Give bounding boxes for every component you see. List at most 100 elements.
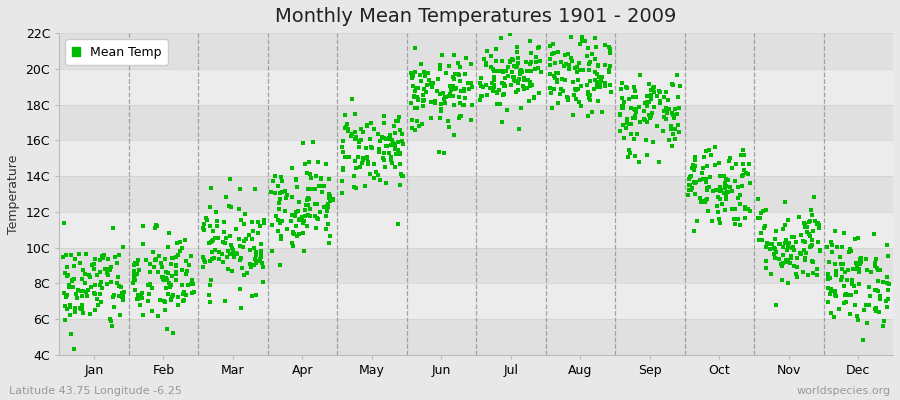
Point — [322, 193, 337, 199]
Point — [490, 101, 504, 107]
Point — [715, 201, 729, 208]
Point — [185, 289, 200, 296]
Point — [868, 287, 882, 293]
Point — [184, 277, 199, 284]
Point — [646, 104, 661, 110]
Point — [844, 248, 859, 254]
Point — [377, 134, 392, 141]
Point — [324, 196, 338, 202]
Point — [315, 188, 329, 195]
Point — [842, 292, 856, 298]
Point — [496, 67, 510, 74]
Point — [629, 94, 643, 100]
Point — [843, 246, 858, 252]
Point — [737, 152, 751, 158]
Point — [868, 308, 883, 314]
Point — [812, 225, 826, 232]
Point — [644, 96, 658, 102]
Point — [275, 178, 290, 185]
Point — [184, 253, 198, 259]
Point — [63, 312, 77, 318]
Point — [820, 276, 834, 282]
Point — [548, 75, 562, 81]
Point — [157, 274, 171, 280]
Point — [502, 31, 517, 37]
Point — [175, 266, 189, 273]
Point — [117, 289, 131, 295]
Point — [836, 261, 850, 267]
Point — [798, 220, 813, 227]
Point — [702, 174, 716, 180]
Point — [428, 98, 442, 104]
Point — [543, 62, 557, 68]
Point — [813, 247, 827, 253]
Point — [67, 276, 81, 282]
Point — [126, 280, 140, 286]
Point — [364, 144, 378, 150]
Point — [508, 78, 522, 84]
Point — [737, 205, 751, 212]
Point — [464, 102, 479, 108]
Point — [409, 85, 423, 91]
Point — [789, 264, 804, 270]
Point — [310, 159, 325, 166]
Point — [508, 89, 523, 95]
Point — [360, 123, 374, 129]
Point — [179, 258, 194, 264]
Point — [160, 270, 175, 276]
Point — [68, 305, 82, 312]
Point — [347, 172, 362, 179]
Point — [304, 186, 319, 192]
Point — [57, 290, 71, 296]
Point — [396, 140, 410, 147]
Point — [755, 237, 770, 243]
Point — [657, 114, 671, 120]
Point — [569, 96, 583, 103]
Point — [781, 257, 796, 264]
Point — [647, 89, 662, 96]
Point — [670, 110, 685, 117]
Point — [523, 38, 537, 44]
Point — [487, 76, 501, 83]
Point — [644, 112, 659, 119]
Point — [202, 258, 217, 264]
Point — [798, 224, 813, 230]
Point — [711, 160, 725, 166]
Point — [507, 63, 521, 70]
Point — [238, 236, 253, 242]
Point — [243, 264, 257, 271]
Point — [438, 99, 453, 106]
Point — [115, 294, 130, 300]
Point — [65, 276, 79, 283]
Point — [546, 24, 561, 31]
Point — [598, 42, 612, 48]
Point — [785, 245, 799, 252]
Point — [779, 257, 794, 263]
Point — [580, 53, 594, 60]
Point — [683, 182, 698, 188]
Point — [326, 196, 340, 202]
Point — [308, 201, 322, 207]
Point — [461, 80, 475, 86]
Point — [180, 268, 194, 274]
Point — [379, 142, 393, 149]
Point — [303, 175, 318, 182]
Point — [721, 188, 735, 195]
Point — [848, 236, 862, 243]
Point — [659, 107, 673, 114]
Point — [856, 337, 870, 344]
Point — [181, 282, 195, 288]
Point — [696, 176, 710, 182]
Point — [530, 45, 544, 52]
Point — [425, 84, 439, 90]
Point — [857, 307, 871, 313]
Point — [360, 154, 374, 160]
Point — [483, 85, 498, 91]
Point — [664, 122, 679, 129]
Point — [451, 71, 465, 78]
Point — [237, 238, 251, 244]
Point — [113, 312, 128, 319]
Point — [724, 206, 739, 212]
Point — [408, 105, 422, 111]
Point — [523, 83, 537, 90]
